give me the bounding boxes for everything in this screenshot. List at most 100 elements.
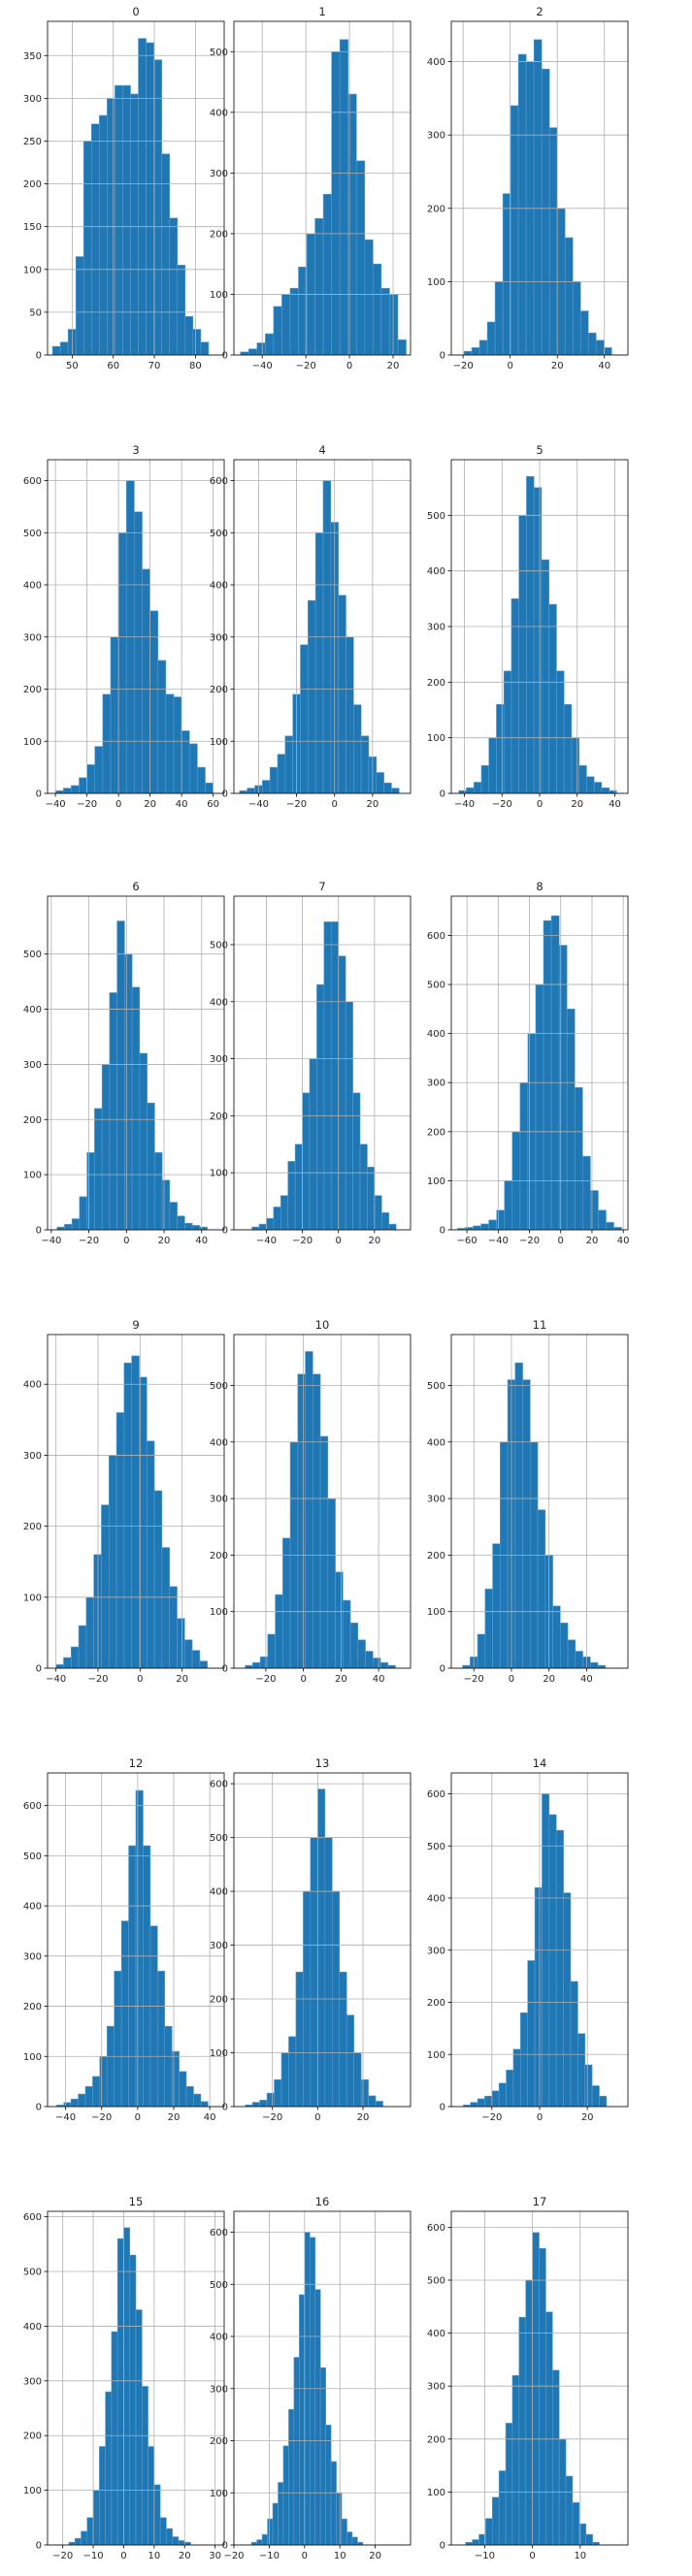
bar-16-17 bbox=[341, 2518, 347, 2546]
bar-1-10 bbox=[322, 193, 332, 356]
x-tick-label: 0 bbox=[302, 2551, 308, 2561]
bar-13-11 bbox=[324, 1837, 333, 2108]
bar-6-3 bbox=[79, 1196, 87, 1231]
bar-11-7 bbox=[514, 1362, 523, 1669]
bar-12-15 bbox=[164, 2025, 173, 2108]
y-tick-label: 100 bbox=[210, 737, 228, 748]
bar-6-7 bbox=[109, 992, 117, 1231]
bar-16-13 bbox=[319, 2367, 326, 2546]
bar-16-14 bbox=[325, 2425, 332, 2546]
panel-title: 15 bbox=[129, 2195, 144, 2208]
y-tick-label: 350 bbox=[23, 51, 42, 62]
y-tick-label: 300 bbox=[23, 1060, 42, 1071]
axes-frame bbox=[450, 2210, 629, 2546]
x-tick-label: −20 bbox=[223, 2551, 244, 2561]
x-tick-label: 40 bbox=[598, 361, 610, 371]
bar-11-10 bbox=[537, 1509, 546, 1669]
y-tick-label: 500 bbox=[23, 1852, 42, 1862]
bar-0-9 bbox=[122, 84, 131, 356]
bar-1-1 bbox=[247, 348, 258, 356]
x-tick-label: 40 bbox=[195, 1236, 208, 1246]
bar-2-11 bbox=[548, 127, 558, 356]
bar-17-15 bbox=[565, 2475, 574, 2546]
bar-3-3 bbox=[79, 777, 87, 794]
x-tick-label: 20 bbox=[158, 1236, 171, 1246]
bar-13-3 bbox=[266, 2092, 275, 2108]
y-tick-label: 200 bbox=[210, 229, 228, 240]
bar-9-6 bbox=[101, 1504, 110, 1669]
bar-10-4 bbox=[275, 1594, 283, 1669]
bar-9-4 bbox=[85, 1596, 94, 1669]
bar-3-14 bbox=[165, 693, 175, 794]
bar-2-7 bbox=[517, 53, 527, 356]
x-tick-label: 10 bbox=[574, 2551, 586, 2561]
y-tick-label: 600 bbox=[23, 1801, 42, 1812]
x-tick-label: 40 bbox=[580, 1674, 593, 1685]
x-tick-label: 0 bbox=[300, 1674, 306, 1685]
bar-14-19 bbox=[599, 2095, 608, 2108]
bar-16-11 bbox=[309, 2237, 316, 2546]
y-tick-label: 200 bbox=[23, 685, 42, 695]
bar-6-10 bbox=[131, 986, 141, 1231]
panel-title: 2 bbox=[536, 5, 543, 18]
bar-1-4 bbox=[273, 306, 282, 356]
bar-16-2 bbox=[261, 2533, 268, 2546]
x-tick-label: −40 bbox=[248, 799, 269, 810]
panel-title: 16 bbox=[315, 2195, 330, 2208]
bar-0-3 bbox=[75, 256, 84, 356]
x-tick-label: −20 bbox=[262, 2112, 282, 2123]
bar-10-2 bbox=[259, 1657, 269, 1669]
y-tick-label: 300 bbox=[427, 131, 445, 142]
bar-17-7 bbox=[511, 2374, 520, 2546]
bar-12-6 bbox=[99, 2055, 108, 2108]
bar-3-17 bbox=[188, 743, 198, 794]
bar-6-12 bbox=[147, 1102, 155, 1231]
bar-4-20 bbox=[391, 788, 400, 794]
y-tick-label: 100 bbox=[210, 1607, 228, 1618]
axes-frame bbox=[47, 20, 225, 356]
bar-17-11 bbox=[539, 2247, 546, 2546]
bar-7-17 bbox=[374, 1195, 382, 1231]
bar-7-11 bbox=[330, 921, 340, 1231]
x-tick-label: 40 bbox=[204, 2112, 216, 2123]
y-tick-label: 100 bbox=[23, 2486, 42, 2496]
panel-title: 10 bbox=[315, 1318, 330, 1332]
x-tick-label: 0 bbox=[537, 799, 543, 810]
y-tick-label: 600 bbox=[23, 476, 42, 487]
x-tick-label: −40 bbox=[256, 1236, 277, 1246]
y-tick-label: 300 bbox=[23, 94, 42, 105]
y-tick-label: 400 bbox=[427, 1437, 445, 1448]
bar-9-16 bbox=[177, 1618, 185, 1669]
bar-11-13 bbox=[559, 1623, 569, 1669]
axes-frame bbox=[233, 459, 412, 794]
bar-9-13 bbox=[153, 1490, 163, 1669]
bar-2-3 bbox=[486, 321, 496, 356]
y-tick-label: 300 bbox=[210, 1054, 228, 1065]
bar-0-4 bbox=[82, 141, 92, 356]
y-tick-label: 300 bbox=[210, 2384, 228, 2395]
bar-5-13 bbox=[556, 670, 565, 794]
bar-2-17 bbox=[595, 339, 605, 356]
bar-6-14 bbox=[161, 1179, 171, 1231]
x-tick-label: 20 bbox=[551, 361, 564, 371]
bar-14-10 bbox=[534, 1886, 543, 2108]
y-tick-label: 0 bbox=[222, 789, 228, 800]
x-tick-label: 20 bbox=[179, 2551, 191, 2561]
bar-4-10 bbox=[314, 531, 324, 794]
bar-17-0 bbox=[465, 2541, 473, 2546]
bar-6-15 bbox=[169, 1202, 178, 1231]
bar-5-1 bbox=[466, 787, 475, 794]
panel-title: 11 bbox=[533, 1318, 547, 1332]
x-tick-label: 0 bbox=[507, 361, 512, 371]
y-tick-label: 100 bbox=[427, 1176, 445, 1187]
bar-2-5 bbox=[502, 193, 511, 356]
bar-16-6 bbox=[282, 2445, 289, 2546]
bar-16-12 bbox=[314, 2289, 321, 2546]
bar-17-16 bbox=[572, 2502, 580, 2546]
bar-8-17 bbox=[590, 1190, 599, 1231]
bar-7-3 bbox=[273, 1207, 281, 1231]
